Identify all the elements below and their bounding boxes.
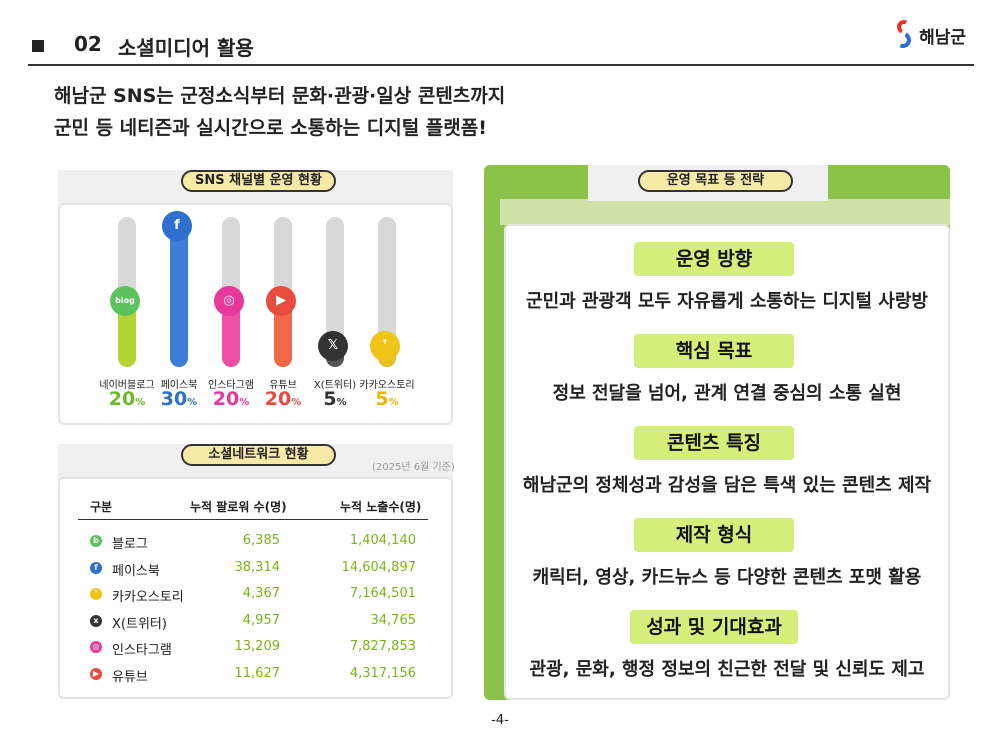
views-value: 34,765 [370, 612, 417, 628]
haenam-logo-mark-icon [892, 18, 915, 51]
kakaostory-icon: ❜ [90, 588, 102, 600]
table-row: ▶ 유튜브 11,627 4,317,156 [78, 663, 428, 687]
bar-label: 카카오스토리 [359, 380, 415, 391]
col-header-views: 누적 노출수(명) [340, 500, 422, 514]
followers-value: 6,385 [242, 533, 280, 548]
bar-label: 네이버블로그 [99, 380, 155, 391]
strategy-title: 운영 목표 등 전략 [638, 170, 793, 192]
youtube-icon: ▶ [90, 667, 102, 680]
intro-line-2: 군민 등 네티즌과 실시간으로 소통하는 디지털 플랫폼! [54, 117, 487, 139]
sns-bar-kakaostory: ❜ [370, 217, 400, 367]
intro-text: 해남군 SNS는 군정소식부터 문화·관광·일상 콘텐츠까지 군민 등 네티즌과… [54, 80, 505, 144]
views-value: 7,164,501 [349, 586, 416, 601]
strategy-text: 관광, 문화, 행정 정보의 친근한 전달 및 신뢰도 제고 [529, 659, 925, 680]
col-header-followers: 누적 팔로워 수(명) [190, 500, 287, 514]
followers-value: 11,627 [234, 665, 281, 681]
sns-bar-youtube: ▶ [266, 217, 296, 367]
page-header: 02 소셜미디어 활용 해남군 [28, 18, 974, 66]
col-header-category: 구분 [90, 500, 113, 514]
strategy-text: 정보 전달을 넘어, 관계 연결 중심의 소통 실현 [552, 383, 902, 404]
channel-name: 페이스북 [112, 563, 160, 579]
bar-value: 5% [375, 388, 399, 410]
facebook-icon: f [90, 561, 102, 574]
table-row: x X(트위터) 4,957 34,765 [78, 610, 428, 634]
haenam-logo: 해남군 [892, 18, 966, 52]
section-title: 소셜미디어 활용 [118, 36, 254, 60]
channel-name: X(트위터) [112, 616, 167, 632]
views-value: 7,827,853 [349, 639, 416, 654]
bar-label: 유튜브 [269, 380, 297, 391]
sns-bar-facebook: f [162, 211, 192, 367]
bar-label: 페이스북 [160, 380, 198, 391]
blog-icon: blog [110, 286, 140, 316]
table-row: ◎ 인스타그램 13,209 7,827,853 [78, 636, 428, 660]
network-table-title: 소셜네트워크 현황 [181, 444, 336, 466]
blog-icon: b [90, 535, 102, 547]
strategy-panel-band [500, 199, 950, 225]
bar-label: X(트위터) [313, 380, 357, 391]
section-number: 02 [74, 32, 102, 56]
strategy-text: 해남군의 정체성과 감성을 담은 특색 있는 콘텐츠 제작 [522, 475, 932, 496]
followers-value: 4,957 [242, 612, 280, 628]
followers-value: 38,314 [234, 559, 281, 575]
facebook-icon: f [162, 211, 192, 241]
sns-bar-instagram: ◎ [214, 217, 244, 367]
followers-value: 13,209 [234, 639, 281, 654]
table-row: f 페이스북 38,314 14,604,897 [78, 557, 428, 581]
bar-value: 20% [212, 388, 250, 410]
x-icon: 𝕏 [318, 331, 348, 361]
bar-value: 20% [108, 388, 146, 410]
bar-label: 인스타그램 [208, 380, 254, 391]
channel-name: 인스타그램 [112, 643, 172, 658]
channel-name: 블로그 [112, 537, 148, 552]
table-divider [78, 519, 428, 520]
sns-bar-blog: blog [110, 217, 140, 367]
followers-value: 4,367 [242, 586, 280, 601]
network-table-panel [58, 477, 453, 699]
bar-value: 30% [160, 388, 198, 410]
strategy-heading: 제작 형식 [634, 518, 794, 552]
sns-bar-x: 𝕏 [318, 217, 348, 367]
as-of-date: (2025년 6월 기준) [372, 462, 455, 473]
strategy-heading: 운영 방향 [634, 242, 794, 276]
strategy-text: 군민과 관광객 모두 자유롭게 소통하는 디지털 사랑방 [526, 291, 928, 312]
views-value: 14,604,897 [341, 559, 416, 575]
x-icon: x [90, 614, 102, 627]
table-row: ❜ 카카오스토리 4,367 7,164,501 [78, 583, 428, 607]
strategy-heading: 콘텐츠 특징 [634, 426, 794, 460]
strategy-heading: 성과 및 기대효과 [630, 610, 798, 644]
intro-line-1: 해남군 SNS는 군정소식부터 문화·관광·일상 콘텐츠까지 [54, 85, 506, 107]
bar-track [326, 217, 344, 367]
channel-name: 카카오스토리 [112, 590, 184, 605]
instagram-icon: ◎ [214, 286, 244, 316]
kakaostory-icon: ❜ [370, 331, 400, 361]
views-value: 1,404,140 [349, 533, 416, 548]
strategy-text: 캐릭터, 영상, 카드뉴스 등 다양한 콘텐츠 포맷 활용 [532, 567, 922, 588]
bullet-square-icon [32, 40, 44, 52]
channel-name: 유튜브 [112, 669, 148, 685]
bar-value: 5% [323, 388, 347, 410]
bar-fill [170, 217, 188, 367]
bar-track [378, 217, 396, 367]
youtube-icon: ▶ [266, 286, 296, 316]
table-row: b 블로그 6,385 1,404,140 [78, 530, 428, 554]
instagram-icon: ◎ [90, 641, 102, 653]
sns-chart-title: SNS 채널별 운영 현황 [181, 170, 336, 192]
bar-value: 20% [264, 388, 302, 410]
logo-text: 해남군 [919, 27, 966, 48]
strategy-heading: 핵심 목표 [634, 334, 794, 368]
page-number: -4- [491, 713, 509, 728]
views-value: 4,317,156 [349, 665, 416, 681]
